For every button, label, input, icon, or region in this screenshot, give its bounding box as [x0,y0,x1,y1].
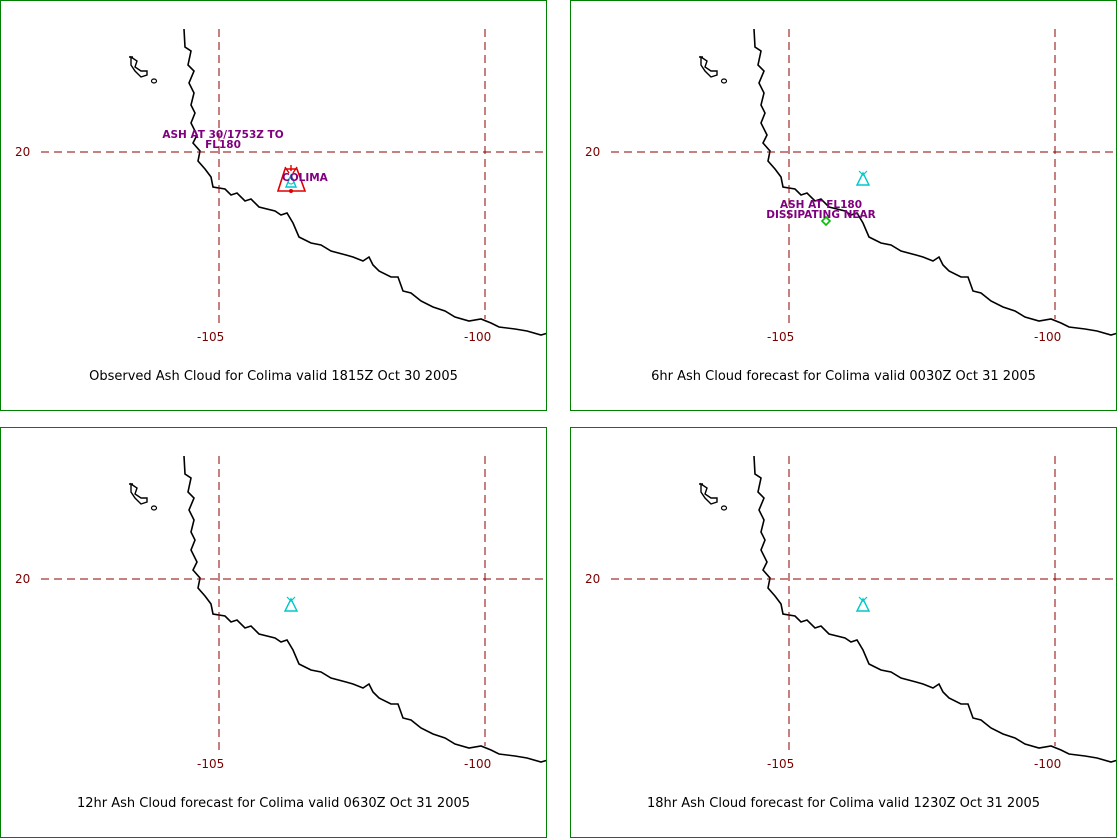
map-panel-18hr: 20 -105 -100 18hr Ash Cloud forecast for… [570,427,1117,838]
lat-label-20: 20 [585,572,600,586]
volcano-icon [283,596,299,612]
map-canvas: 20 -105 -100 [15,455,546,771]
lon-label-100: -100 [464,757,491,771]
map-panel-observed: 20 -105 -100 ASH AT 30/1753Z TO FL180 CO… [0,0,547,411]
graticule [611,29,1116,323]
volcano-icon [284,173,298,188]
panel-caption: Observed Ash Cloud for Colima valid 1815… [89,369,458,384]
map-panel-12hr: 20 -105 -100 12hr Ash Cloud forecast for… [0,427,547,838]
ash-annotation-line1: ASH AT 30/1753Z TO [162,129,283,141]
coastline [699,28,1116,336]
map-panel-6hr: 20 -105 -100 ASH AT FL180 DISSIPATING NE… [570,0,1117,411]
lat-label-20: 20 [15,572,30,586]
map-canvas: 20 -105 -100 [585,455,1116,771]
lon-label-105: -105 [767,330,794,344]
ash-cloud-polygon [276,165,307,193]
ash-annotation-line2: DISSIPATING NEAR [766,209,876,221]
volcano-label: COLIMA [282,172,329,184]
lat-label-20: 20 [15,145,30,159]
panel-caption: 6hr Ash Cloud forecast for Colima valid … [651,369,1036,384]
panel-caption: 12hr Ash Cloud forecast for Colima valid… [76,796,471,811]
graticule [41,29,546,323]
coastline [699,455,1116,763]
lon-label-100: -100 [1034,330,1061,344]
volcano-icon [855,596,871,612]
volcano-icon [855,170,871,186]
lon-label-105: -105 [197,757,224,771]
lon-label-100: -100 [464,330,491,344]
panel-caption: 18hr Ash Cloud forecast for Colima valid… [646,796,1041,811]
ash-annotation-line2: FL180 [205,139,241,151]
map-canvas: 20 -105 -100 ASH AT FL180 DISSIPATING NE… [585,28,1116,344]
lon-label-105: -105 [197,330,224,344]
graticule [611,456,1116,750]
coastline [129,28,546,336]
coastline [129,455,546,763]
lon-label-100: -100 [1034,757,1061,771]
map-canvas: 20 -105 -100 ASH AT 30/1753Z TO FL180 CO… [15,28,546,344]
ash-annotation-line1: ASH AT FL180 [780,199,862,211]
graticule [41,456,546,750]
lat-label-20: 20 [585,145,600,159]
lon-label-105: -105 [767,757,794,771]
dissipating-marker [820,215,832,227]
